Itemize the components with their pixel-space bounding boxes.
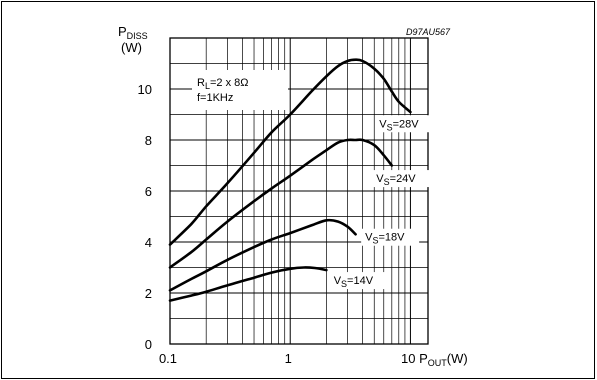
y-tick-label: 0 — [145, 337, 152, 352]
conditions-box — [192, 70, 288, 110]
series-label-bg — [361, 228, 420, 246]
series-label-bg — [372, 170, 431, 188]
rl-rest: =2 x 8Ω — [210, 77, 249, 89]
series-label-1: VS=24V — [376, 173, 416, 187]
y-label-main: P — [118, 24, 127, 39]
y-axis-unit: (W) — [121, 40, 142, 55]
series-label-bg — [375, 115, 434, 133]
conditions-line2: f=1KHz — [197, 92, 233, 104]
y-axis-label: PDISS — [118, 24, 148, 41]
y-tick-label: 4 — [145, 235, 152, 250]
x-label-main: P — [419, 351, 428, 366]
curves — [168, 58, 412, 302]
y-label-sub: DISS — [127, 31, 148, 41]
series-labels: VS=28V VS=24V VS=18V VS=14V — [329, 115, 434, 290]
conditions-line1: RL=2 x 8Ω — [197, 77, 248, 91]
x-label-prefix: 10 — [401, 351, 419, 366]
series-line-3 — [168, 266, 328, 302]
figure-code: D97AU567 — [406, 27, 451, 37]
series-label-0: VS=28V — [379, 118, 419, 132]
series-label-3: VS=14V — [334, 275, 374, 289]
x-label-unit: (W) — [447, 351, 468, 366]
y-tick-label: 2 — [145, 286, 152, 301]
series-label-bg — [329, 272, 388, 290]
rl-main: R — [197, 77, 205, 89]
x-tick-label: 0.1 — [159, 351, 177, 366]
tick-labels: 0 2 4 6 8 10 0.1 1 — [138, 82, 292, 366]
series-line-1 — [168, 138, 394, 269]
series-line-2 — [168, 218, 357, 292]
series-label-2: VS=18V — [365, 232, 405, 246]
x-tick-label: 1 — [285, 351, 292, 366]
y-tick-label: 6 — [145, 184, 152, 199]
y-tick-label: 8 — [145, 133, 152, 148]
rl-sub: L — [205, 81, 210, 91]
y-tick-label: 10 — [138, 82, 152, 97]
x-label-sub: OUT — [428, 358, 448, 368]
series-line-0 — [168, 58, 412, 246]
x-axis-label: 10 POUT(W) — [401, 351, 468, 368]
